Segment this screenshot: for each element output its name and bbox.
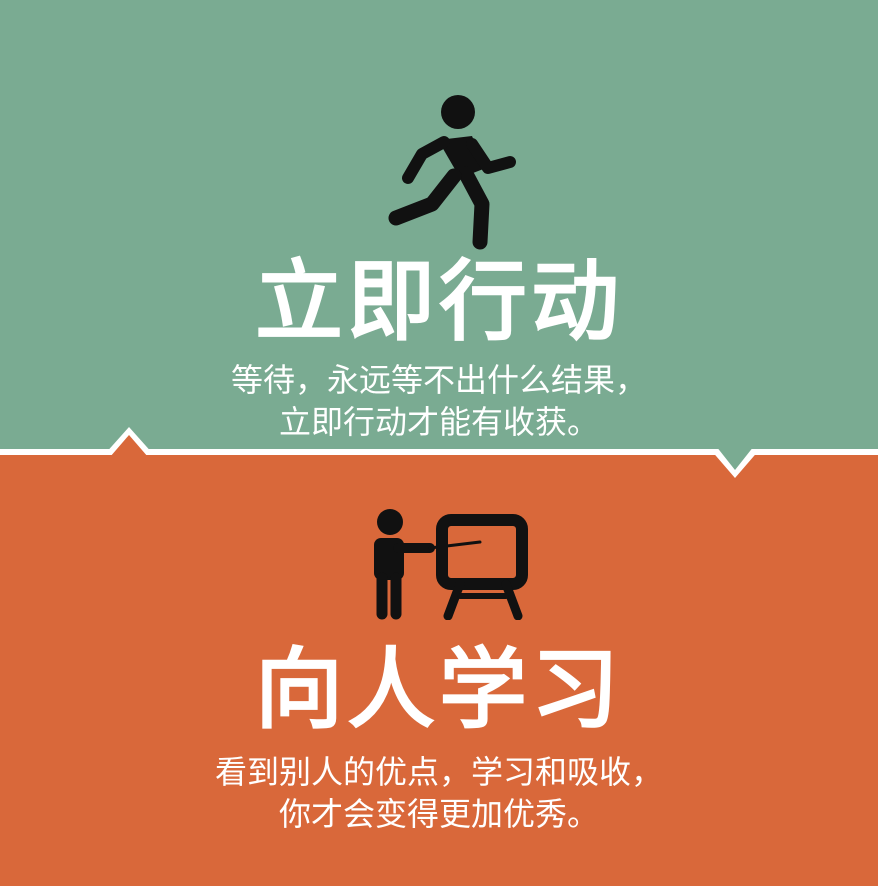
person-teaching-board-icon (374, 509, 528, 620)
top-panel (0, 0, 878, 452)
section-divider (0, 449, 878, 455)
action-line-1: 等待，永远等不出什么结果， (230, 361, 647, 399)
running-person-icon (388, 95, 516, 250)
learn-line-1: 看到别人的优点，学习和吸收， (214, 753, 663, 791)
divider-notch-down (710, 446, 760, 478)
action-line-2: 立即行动才能有收获。 (278, 403, 599, 441)
divider-notch-up (104, 427, 154, 457)
learn-title: 向人学习 (254, 638, 623, 741)
learn-line-2: 你才会变得更加优秀。 (278, 795, 599, 833)
action-title: 立即行动 (254, 250, 623, 353)
